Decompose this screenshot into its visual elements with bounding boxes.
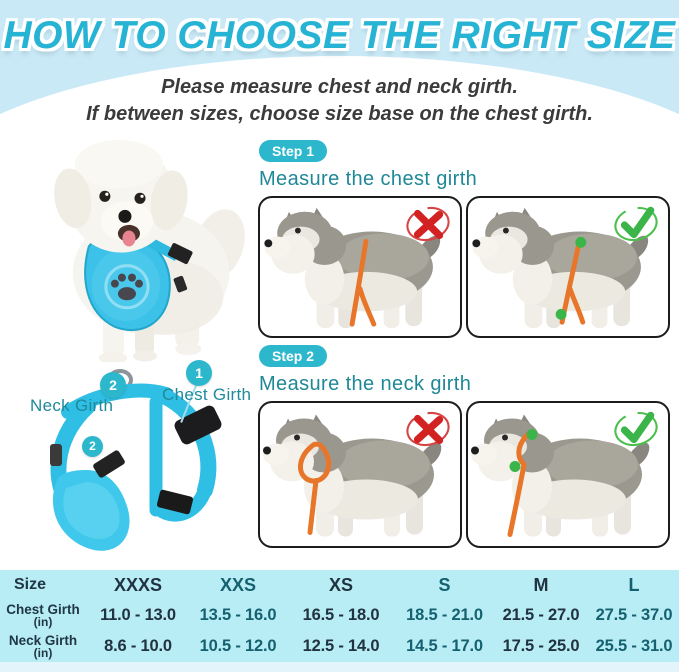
step-1-heading: Measure the chest girth <box>259 168 478 190</box>
neck-measure-correct-panel <box>466 401 670 548</box>
table-cell-neck-s: 14.5 - 17.0 <box>406 637 483 655</box>
harness-illustration <box>50 369 222 551</box>
table-header-l: L <box>628 574 640 595</box>
table-header-xxxs: XXXS <box>113 574 163 595</box>
neck-measure-wrong-panel <box>258 401 462 548</box>
table-header-s: S <box>438 574 451 595</box>
strap-marker-badge: 2 <box>82 436 103 457</box>
table-cell-chest-xs: 16.5 - 18.0 <box>302 606 380 624</box>
schnauzer-dog-illustration <box>264 207 441 329</box>
cross-icon <box>404 204 452 244</box>
table-row-label-neck: Neck Girth (in) <box>0 632 86 660</box>
bottom-strip <box>0 662 679 672</box>
table-cell-neck-xxs: 10.5 - 12.0 <box>199 637 277 655</box>
row-label-unit: (in) <box>33 645 53 660</box>
chest-girth-badge: 1 <box>186 360 212 386</box>
buckle <box>174 405 222 445</box>
chest-measure-wrong-panel <box>258 196 462 338</box>
maltese-dog-illustration <box>54 140 245 365</box>
schnauzer-dog-illustration <box>472 207 649 329</box>
table-cell-chest-xxxs: 11.0 - 13.0 <box>100 606 176 624</box>
schnauzer-dog-illustration <box>471 414 650 537</box>
measuring-tape <box>349 238 377 327</box>
table-cell-neck-xxxs: 8.6 - 10.0 <box>104 637 172 655</box>
table-cell-chest-m: 21.5 - 27.0 <box>502 606 580 624</box>
table-cell-chest-xxs: 13.5 - 16.0 <box>199 606 277 624</box>
table-cell-neck-l: 25.5 - 31.0 <box>595 637 673 655</box>
subtitle-line-1: Please measure chest and neck girth. <box>161 76 518 98</box>
row-label-text: Neck Girth <box>8 632 78 648</box>
schnauzer-dog-illustration <box>263 414 442 537</box>
strap-adjuster <box>156 489 194 515</box>
table-header-m: M <box>533 574 549 595</box>
table-header-size: Size <box>14 576 47 593</box>
chest-measure-correct-panel <box>466 196 670 338</box>
table-cell-neck-xs: 12.5 - 14.0 <box>302 637 380 655</box>
strap-slider <box>50 444 62 466</box>
neck-girth-badge: 2 <box>100 372 126 398</box>
table-cell-neck-m: 17.5 - 25.0 <box>502 637 580 655</box>
cross-icon <box>404 409 452 449</box>
page-title: HOW TO CHOOSE THE RIGHT SIZE <box>3 14 676 57</box>
paw-logo <box>104 264 150 310</box>
check-icon <box>612 409 660 449</box>
step-2-badge: Step 2 <box>259 345 328 367</box>
size-table: Size XXXS XXS XS S M L Chest Girth (in) … <box>0 570 679 662</box>
harness-diagram <box>8 360 252 560</box>
product-dog-photo <box>22 126 254 365</box>
check-icon <box>612 204 660 244</box>
chest-girth-label: Chest Girth <box>162 385 252 404</box>
table-header-xxs: XXS <box>219 574 257 595</box>
row-label-text: Chest Girth <box>6 601 80 617</box>
neck-girth-label: Neck Girth <box>30 396 114 415</box>
table-cell-chest-l: 27.5 - 37.0 <box>595 606 673 624</box>
table-row-label-chest: Chest Girth (in) <box>0 601 86 629</box>
step-1-badge: Step 1 <box>259 140 328 162</box>
table-cell-chest-s: 18.5 - 21.0 <box>406 606 483 624</box>
subtitle-line-2: If between sizes, choose size base on th… <box>86 103 593 125</box>
strap-adjuster <box>93 450 125 478</box>
measuring-tape <box>297 441 332 535</box>
step-2-heading: Measure the neck girth <box>259 373 472 395</box>
row-label-unit: (in) <box>33 614 53 629</box>
table-header-xs: XS <box>328 574 353 595</box>
